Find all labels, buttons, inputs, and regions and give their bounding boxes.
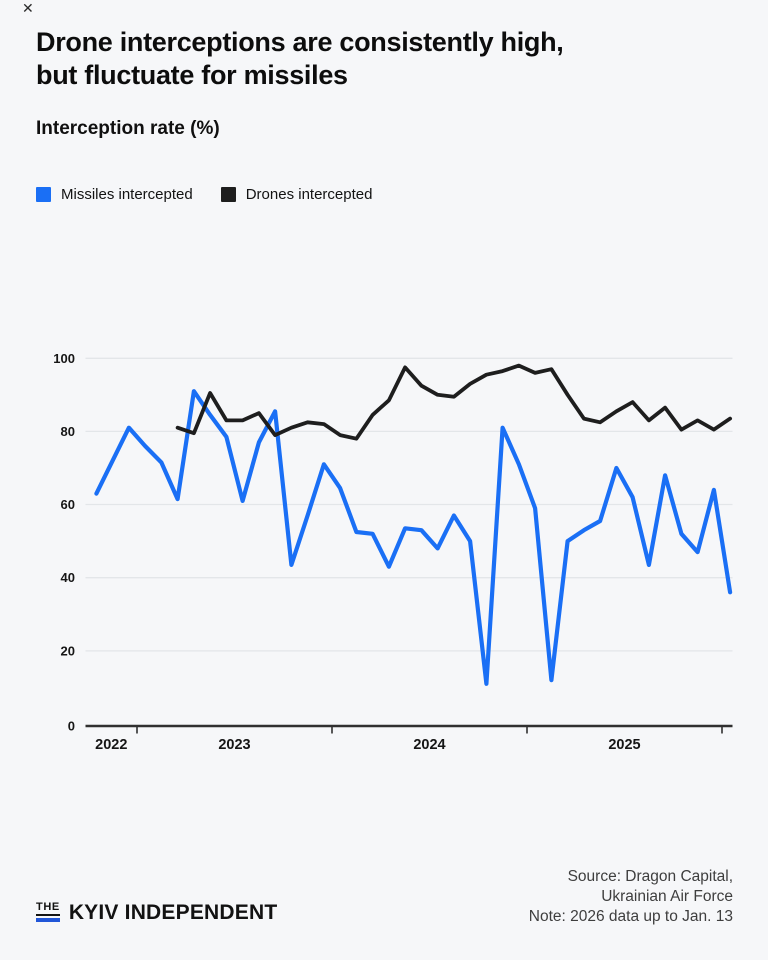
source-note: Source: Dragon Capital, Ukrainian Air Fo… bbox=[528, 868, 733, 925]
legend-label-drones: Drones intercepted bbox=[245, 186, 373, 203]
drones-line bbox=[175, 363, 732, 441]
y-tick-label: 0 bbox=[68, 719, 75, 734]
legend-item-missiles: Missiles intercepted bbox=[36, 186, 193, 203]
legend-label-missiles: Missiles intercepted bbox=[61, 186, 193, 203]
missiles-swatch-icon bbox=[36, 187, 51, 202]
y-tick-label: 40 bbox=[61, 570, 75, 585]
close-icon: ✕ bbox=[22, 0, 34, 16]
chart-subtitle: Interception rate (%) bbox=[36, 118, 220, 139]
chart-legend: Missiles intercepted Drones intercepted bbox=[36, 186, 372, 203]
logo-the-block: THE bbox=[36, 902, 60, 922]
logo-blue-bar bbox=[36, 918, 60, 922]
legend-item-drones: Drones intercepted bbox=[220, 186, 373, 203]
y-tick-label: 80 bbox=[61, 424, 75, 439]
x-year-label: 2023 bbox=[218, 737, 250, 753]
x-year-label: 2024 bbox=[413, 737, 445, 753]
chart-title: Drone interceptions are consistently hig… bbox=[36, 27, 564, 90]
kyiv-independent-logo: THE KYIV INDEPENDENT bbox=[36, 901, 278, 924]
y-tick-label: 60 bbox=[61, 497, 75, 512]
logo-the-text: THE bbox=[36, 902, 60, 916]
y-tick-label: 20 bbox=[61, 643, 75, 658]
missiles-line bbox=[94, 389, 733, 686]
x-year-label: 2025 bbox=[608, 737, 640, 753]
x-year-label: 2022 bbox=[95, 737, 127, 753]
logo-name-text: KYIV INDEPENDENT bbox=[68, 901, 278, 924]
drones-swatch-icon bbox=[220, 187, 236, 202]
y-tick-label: 100 bbox=[53, 351, 75, 366]
